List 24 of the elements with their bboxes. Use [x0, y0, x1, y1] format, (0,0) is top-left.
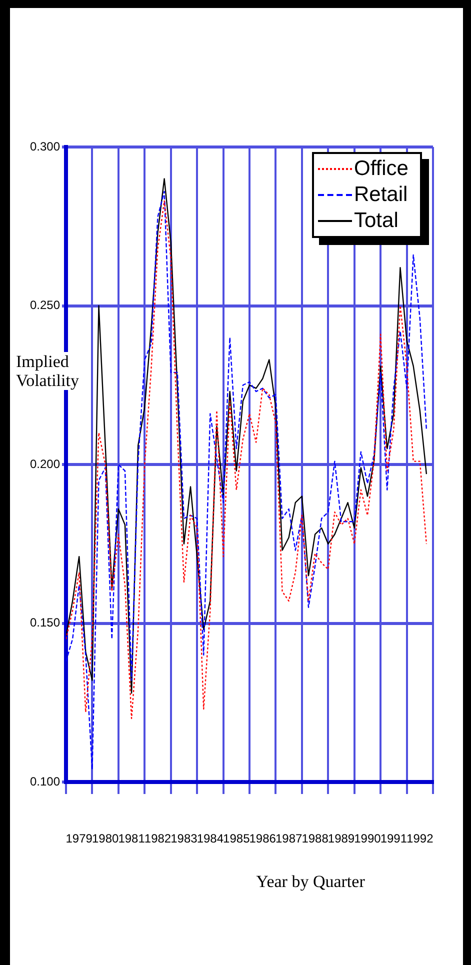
x-tick-label: 1980: [92, 832, 119, 846]
x-tick-label: 1984: [196, 832, 224, 846]
x-tick-label: 1989: [328, 832, 355, 846]
y-tick-label: 0.300: [30, 139, 60, 154]
y-tick-label: 0.150: [30, 616, 60, 630]
x-tick-label: 1981: [118, 832, 146, 846]
y-tick-label: 0.250: [30, 298, 60, 312]
x-tick-label: 1990: [354, 832, 382, 846]
x-tick-label: 1982: [144, 832, 172, 846]
x-tick-label: 1986: [249, 832, 276, 846]
y-axis-title: Implied Volatility: [16, 352, 79, 390]
x-tick-label: 1991: [380, 832, 408, 846]
x-tick-label: 1979: [66, 832, 93, 846]
y-tick-label: 0.200: [30, 456, 60, 471]
legend-label: Total: [354, 209, 398, 233]
x-tick-label: 1987: [275, 832, 302, 846]
legend-label: Office: [354, 157, 408, 181]
legend-label: Retail: [354, 183, 408, 207]
y-tick-label: 0.100: [30, 774, 60, 788]
x-tick-label: 1988: [302, 832, 329, 846]
x-tick-label: 1992: [406, 832, 434, 846]
x-tick-label: 1983: [170, 832, 198, 846]
x-tick-label: 1985: [223, 832, 250, 846]
x-axis-title: Year by Quarter: [255, 872, 366, 892]
